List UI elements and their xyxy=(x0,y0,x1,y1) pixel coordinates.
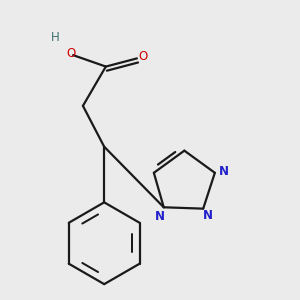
Text: H: H xyxy=(51,31,59,44)
Text: N: N xyxy=(155,210,165,223)
Text: N: N xyxy=(203,209,213,222)
Text: O: O xyxy=(67,47,76,60)
Text: O: O xyxy=(139,50,148,63)
Text: N: N xyxy=(219,165,229,178)
